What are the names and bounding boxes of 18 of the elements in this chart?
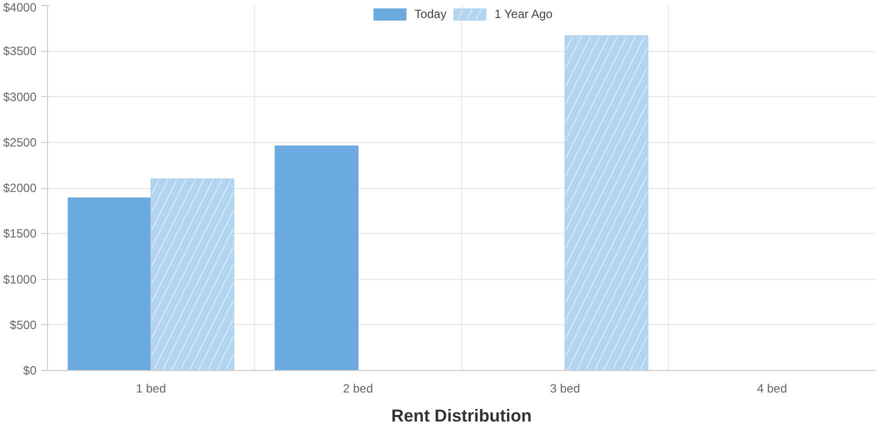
legend-label: Today xyxy=(414,7,446,21)
y-tick-label: $1500 xyxy=(3,226,37,241)
x-tick-label: 2 bed xyxy=(342,382,374,396)
bar xyxy=(68,198,152,370)
y-tick-label: $2500 xyxy=(3,135,37,150)
x-tick-label: 3 bed xyxy=(550,382,580,396)
y-tick-label: $1000 xyxy=(3,272,37,286)
y-tick-label: $4000 xyxy=(3,0,37,14)
legend-label: 1 Year Ago xyxy=(494,7,553,21)
y-tick-label: $3500 xyxy=(3,44,37,58)
y-tick-label: $3000 xyxy=(3,90,37,104)
x-tick-label: 4 bed xyxy=(756,382,788,396)
bar xyxy=(274,146,358,370)
y-tick-label: $500 xyxy=(10,318,37,332)
x-tick-label: 1 bed xyxy=(136,382,166,396)
y-tick-label: $0 xyxy=(23,364,37,378)
text: Rent Distribution xyxy=(391,406,532,426)
y-tick-label: $2000 xyxy=(3,181,37,195)
